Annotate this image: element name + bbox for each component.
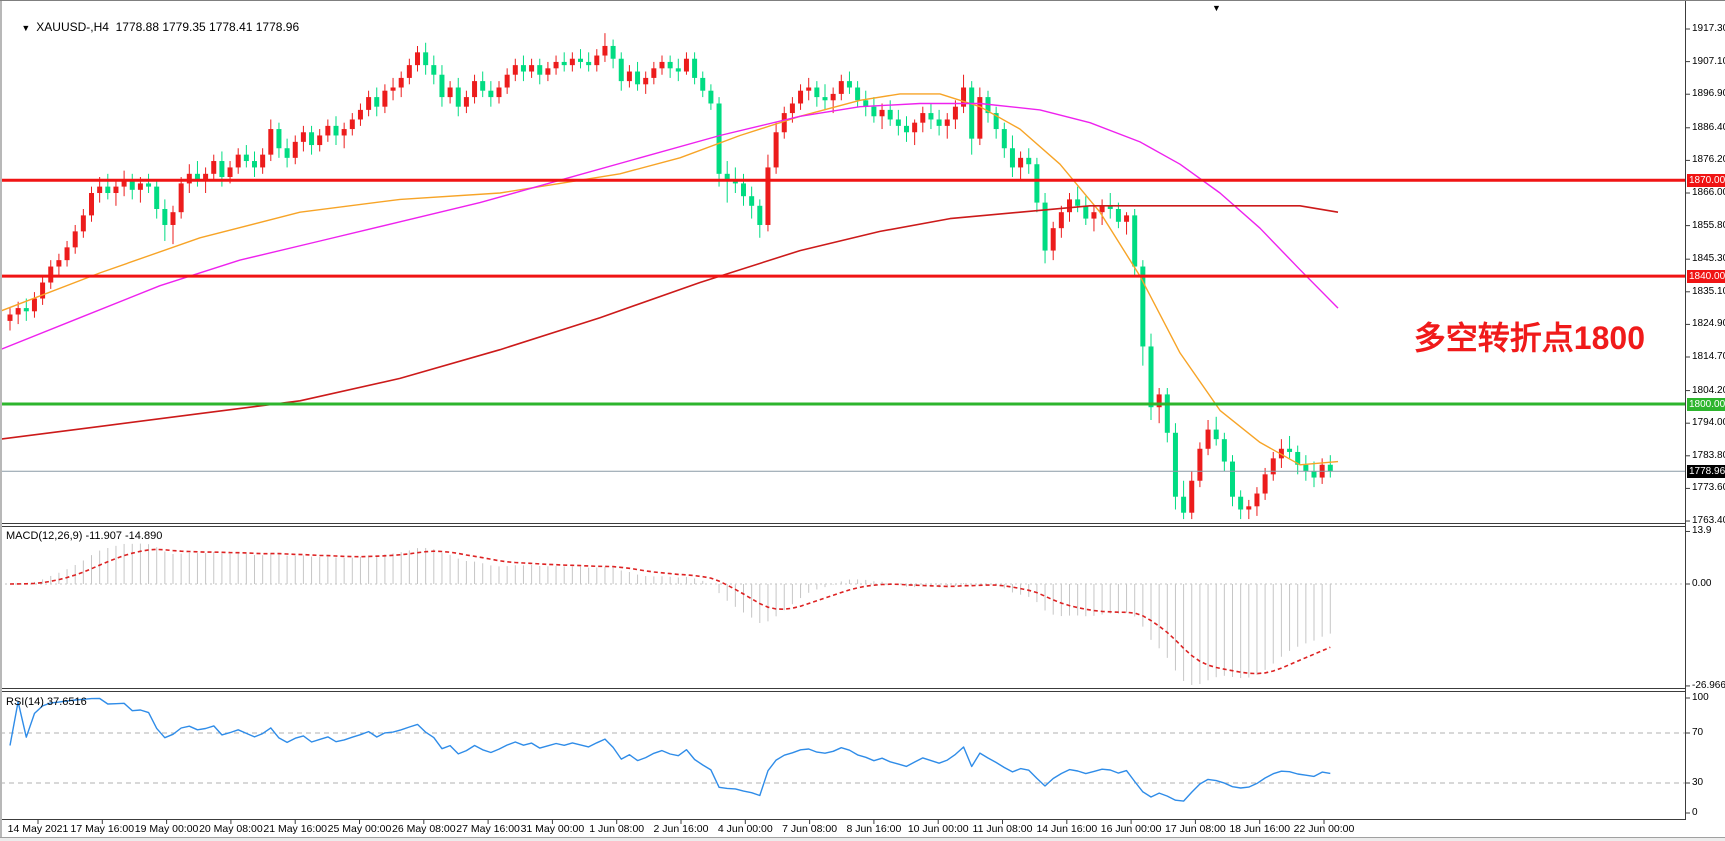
time-tick-label: 14 May 2021 [7, 823, 69, 835]
macd-tick-label: -26.966 [1692, 679, 1725, 691]
price-tick-label: 1763.40 [1692, 515, 1725, 527]
time-tick-label: 4 Jun 00:00 [717, 823, 773, 835]
macd-tick-label: 0.00 [1692, 578, 1712, 589]
time-tick-label: 22 Jun 00:00 [1293, 823, 1355, 835]
symbol-ohlc-text: XAUUSD-,H4 1778.88 1779.35 1778.41 1778.… [36, 20, 300, 34]
rsi-tick-label: 30 [1692, 777, 1704, 788]
time-tick-label: 2 Jun 16:00 [653, 823, 709, 835]
time-tick-label: 14 Jun 16:00 [1036, 823, 1098, 835]
window-bottom-strip [0, 837, 1725, 841]
price-tick-label: 1886.40 [1692, 121, 1725, 133]
price-tick-label: 1876.20 [1692, 154, 1725, 166]
panel-separator[interactable] [0, 523, 1686, 524]
dropdown-arrow-icon[interactable]: ▼ [21, 23, 31, 33]
time-tick-label: 19 May 00:00 [134, 823, 199, 835]
time-tick-label: 11 Jun 08:00 [972, 823, 1033, 835]
price-tick-label: 1845.30 [1692, 253, 1725, 265]
price-tick-label: 1896.90 [1692, 88, 1725, 100]
panel-separator [0, 819, 1686, 820]
price-tick-label: 1855.80 [1692, 219, 1725, 231]
price-tick-label: 1814.70 [1692, 351, 1725, 362]
rsi-tick-label: 70 [1692, 727, 1704, 738]
chart-shift-icon[interactable]: ▼ [1212, 3, 1221, 13]
macd-indicator-label: MACD(12,26,9) -11.907 -14.890 [6, 530, 163, 542]
window-left-border [0, 1, 2, 837]
time-tick-label: 8 Jun 16:00 [846, 823, 902, 835]
time-tick-label: 21 May 16:00 [263, 823, 328, 835]
time-tick-label: 27 May 16:00 [456, 823, 520, 835]
price-tick-label: 1783.80 [1692, 449, 1725, 461]
price-tick-label: 1835.10 [1692, 285, 1725, 297]
rsi-indicator-label: RSI(14) 37.6516 [6, 696, 87, 708]
panel-separator[interactable] [0, 688, 1686, 689]
price-level-badge: 1800.00 [1687, 397, 1725, 411]
time-tick-label: 1 Jun 08:00 [589, 823, 645, 835]
time-tick-label: 26 May 08:00 [391, 823, 456, 835]
rsi-tick-label: 100 [1692, 692, 1709, 703]
symbol-info-bar[interactable]: ▼ XAUUSD-,H4 1778.88 1779.35 1778.41 1778… [8, 6, 299, 48]
time-tick-label: 20 May 08:00 [199, 823, 263, 835]
price-tick-label: 1794.00 [1692, 417, 1725, 429]
panel-separator [0, 691, 1686, 692]
rsi-tick-label: 0 [1692, 807, 1698, 818]
price-tick-label: 1804.20 [1692, 384, 1725, 396]
time-tick-label: 18 Jun 16:00 [1229, 823, 1291, 835]
time-tick-label: 16 Jun 00:00 [1100, 823, 1162, 835]
time-tick-label: 25 May 00:00 [327, 823, 392, 835]
price-tick-label: 1907.10 [1692, 55, 1725, 67]
time-tick-label: 17 Jun 08:00 [1165, 823, 1226, 835]
time-tick-label: 10 Jun 00:00 [907, 823, 969, 835]
axis-border [1685, 1, 1686, 819]
time-tick-label: 31 May 00:00 [520, 823, 585, 835]
price-level-badge: 1778.96 [1687, 464, 1725, 478]
panel-separator [0, 526, 1686, 527]
macd-tick-label: 13.9 [1692, 525, 1712, 537]
price-level-badge: 1870.00 [1687, 173, 1725, 187]
price-tick-label: 1917.30 [1692, 23, 1725, 34]
time-tick-label: 17 May 16:00 [70, 823, 135, 835]
price-tick-label: 1824.90 [1692, 318, 1725, 330]
price-tick-label: 1773.60 [1692, 482, 1725, 494]
price-level-badge: 1840.00 [1687, 269, 1725, 283]
price-tick-label: 1866.00 [1692, 187, 1725, 198]
time-tick-label: 7 Jun 08:00 [782, 823, 838, 835]
annotation-text[interactable]: 多空转折点1800 [1413, 320, 1645, 356]
